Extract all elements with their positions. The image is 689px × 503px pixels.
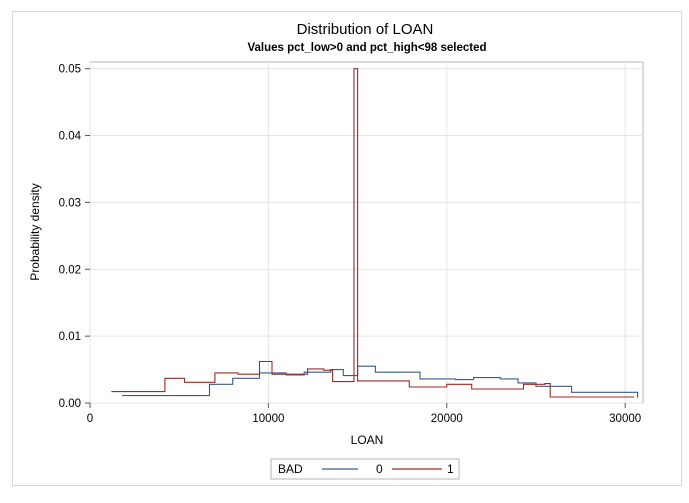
plot-area [89, 61, 644, 404]
legend-box [270, 458, 460, 480]
y-axis-label: Probability density [28, 183, 42, 280]
y-tick-label: 0.02 [59, 264, 81, 276]
legend-label-1: 1 [447, 462, 454, 476]
chart-subtitle: Values pct_low>0 and pct_high<98 selecte… [247, 42, 486, 54]
legend-label-0: 0 [376, 462, 383, 476]
x-axis-label: LOAN [351, 433, 384, 447]
y-tick-label: 0.05 [59, 64, 81, 76]
axis-ticks: 0 10000 20000 30000 0.00 0.01 0.02 0.03 0.04 0.05 [59, 64, 642, 425]
series-line-1 [111, 68, 635, 398]
x-tick-label: 0 [87, 413, 93, 425]
y-tick-label: 0.04 [59, 131, 82, 143]
y-tick-label: 0.00 [59, 398, 81, 410]
chart: Distribution of LOAN Values pct_low>0 an… [28, 21, 644, 480]
legend-title: BAD [278, 462, 303, 476]
chart-title: Distribution of LOAN [297, 21, 434, 38]
x-tick-label: 30000 [609, 413, 641, 425]
x-tick-label: 20000 [431, 413, 463, 425]
x-tick-label: 10000 [252, 413, 284, 425]
legend: BAD 0 1 [270, 458, 460, 480]
grid [89, 62, 643, 404]
chart-frame: Distribution of LOAN Values pct_low>0 an… [12, 11, 682, 486]
series-lines [111, 68, 639, 398]
y-tick-label: 0.01 [59, 331, 81, 343]
y-tick-label: 0.03 [59, 197, 81, 209]
